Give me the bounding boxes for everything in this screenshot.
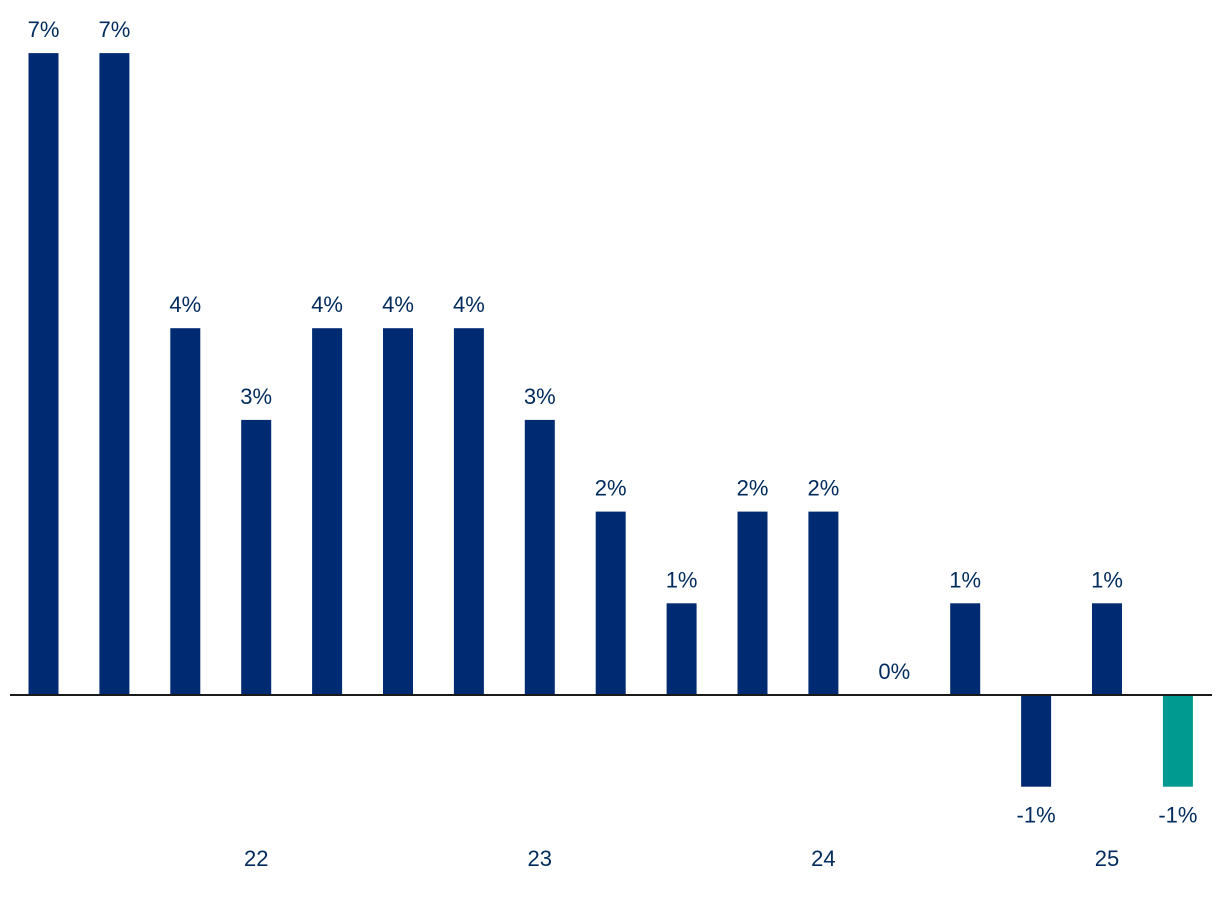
bar-6	[453, 328, 484, 695]
data-label-6: 4%	[453, 292, 485, 317]
bar-10	[737, 511, 768, 695]
x-tick-label-23: 23	[528, 846, 552, 871]
bar-1	[99, 53, 130, 696]
data-label-4: 4%	[311, 292, 343, 317]
x-tick-label-25: 25	[1095, 846, 1119, 871]
data-label-5: 4%	[382, 292, 414, 317]
data-label-10: 2%	[737, 476, 769, 501]
bar-7	[524, 419, 555, 695]
data-label-2: 4%	[169, 292, 201, 317]
x-tick-label-24: 24	[811, 846, 835, 871]
bar-13	[950, 603, 981, 695]
data-label-8: 2%	[595, 476, 627, 501]
data-label-14: -1%	[1017, 803, 1056, 828]
bar-4	[312, 328, 343, 695]
bar-11	[808, 511, 839, 695]
bar-3	[241, 419, 272, 695]
bar-2	[170, 328, 201, 695]
bars-layer	[28, 53, 1193, 787]
bar-15	[1092, 603, 1122, 695]
bar-8	[595, 511, 626, 695]
bar-9	[666, 603, 697, 695]
data-label-12: 0%	[878, 659, 910, 684]
data-label-11: 2%	[808, 476, 840, 501]
data-label-1: 7%	[99, 17, 131, 42]
data-label-16: -1%	[1158, 803, 1197, 828]
x-tick-label-22: 22	[244, 846, 268, 871]
data-labels-layer: 7% 7% 4% 3% 4% 4% 4% 3% 2% 1% 2% 2% 0% 1% -1% 1% -1%	[28, 17, 1198, 828]
data-label-7: 3%	[524, 384, 556, 409]
data-label-15: 1%	[1091, 567, 1123, 592]
data-label-3: 3%	[240, 384, 272, 409]
bar-0	[28, 53, 59, 696]
data-label-9: 1%	[666, 567, 698, 592]
bar-16	[1162, 695, 1193, 787]
bar-14	[1021, 695, 1052, 787]
data-label-13: 1%	[949, 567, 981, 592]
x-tick-labels-layer: 22 23 24 25	[244, 846, 1119, 871]
bar-5	[383, 328, 413, 695]
data-label-0: 7%	[28, 17, 60, 42]
